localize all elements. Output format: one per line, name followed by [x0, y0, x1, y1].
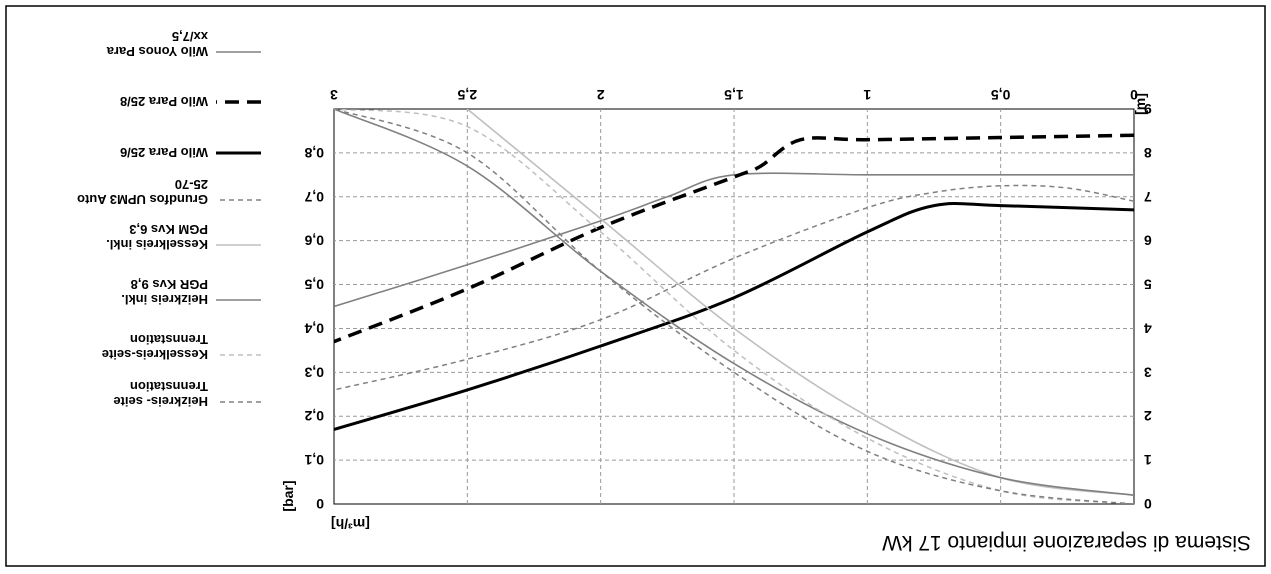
legend: Wilo Yonos Paraxx/7,5 Wilo Para 25/8 Wilo … [77, 29, 261, 409]
y2-tick-label: 0,4 [304, 320, 324, 336]
y-tick-label: 7 [1144, 189, 1152, 205]
legend-label-6: Heizkreis inkl.PGR Kvs 9,8 [121, 277, 208, 307]
y2-tick-label: 0,6 [304, 233, 324, 249]
y-tick-label: 8 [1144, 145, 1152, 161]
y-tick-label: 0 [1144, 496, 1152, 512]
y-tick-label: 1 [1144, 452, 1152, 468]
y-tick-label: 3 [1144, 364, 1152, 380]
x-tick-label: 1,5 [724, 87, 744, 103]
legend-label-5: Kesselkreis inkl.PGM Kvs 6,3 [106, 222, 208, 252]
series-line-3 [334, 201, 1134, 431]
y-tick-label: 9 [1144, 101, 1152, 117]
legend-label-8: Heizkreis- seiteTrennstation [113, 379, 208, 409]
series-line-1 [334, 172, 1134, 308]
chart-frame [5, 5, 1266, 567]
x-tick-label: 1 [863, 87, 871, 103]
x-axis-label: [m³/h] [331, 516, 370, 532]
y2-tick-labels: 0 0,1 0,2 0,3 0,4 0,5 0,6 0,7 0,8 [304, 145, 324, 512]
y-tick-label: 2 [1144, 408, 1152, 424]
y2-tick-label: 0 [316, 496, 324, 512]
series-line-7 [334, 109, 1134, 504]
legend-label-2: Wilo Para 25/8 [120, 94, 208, 109]
y2-tick-label: 0,2 [304, 408, 324, 424]
legend-label-4: Grundfos UPM3 Auto25-70 [77, 177, 208, 207]
y2-tick-label: 0,7 [304, 189, 324, 205]
y-tick-label: 5 [1144, 277, 1152, 293]
y2-tick-label: 0,1 [304, 452, 324, 468]
x-tick-label: 3 [330, 87, 338, 103]
y2-tick-label: 0,3 [304, 364, 324, 380]
series-line-6 [334, 109, 1134, 496]
series-line-2 [334, 133, 1134, 344]
x-tick-label: 2,5 [457, 87, 477, 103]
grid [334, 109, 1134, 504]
y2-tick-label: 0,8 [304, 145, 324, 161]
series-line-8 [334, 109, 1134, 504]
y2-axis-label: [bar] [280, 480, 296, 511]
y-tick-label: 6 [1144, 233, 1152, 249]
y2-tick-label: 0,5 [304, 277, 324, 293]
series-line-4 [334, 184, 1134, 391]
chart-title: Sistema di separazione impianto 17 kW [882, 531, 1251, 554]
y-tick-label: 4 [1144, 320, 1152, 336]
x-tick-label: 0,5 [991, 87, 1011, 103]
legend-label-1: Wilo Yonos Paraxx/7,5 [106, 29, 208, 59]
x-tick-labels: 0 0,5 1 1,5 2 2,5 3 [330, 87, 1138, 103]
y-tick-labels: 0 1 2 3 4 5 6 7 8 9 [1144, 101, 1152, 512]
series-lines [334, 109, 1134, 504]
legend-label-7: Kesselkreis-seiteTrennstation [102, 332, 208, 362]
x-tick-label: 2 [597, 87, 605, 103]
legend-label-3: Wilo Para 25/6 [120, 145, 208, 160]
x-tick-label: 0 [1130, 87, 1138, 103]
y-axis-label: [m] [1132, 93, 1148, 115]
